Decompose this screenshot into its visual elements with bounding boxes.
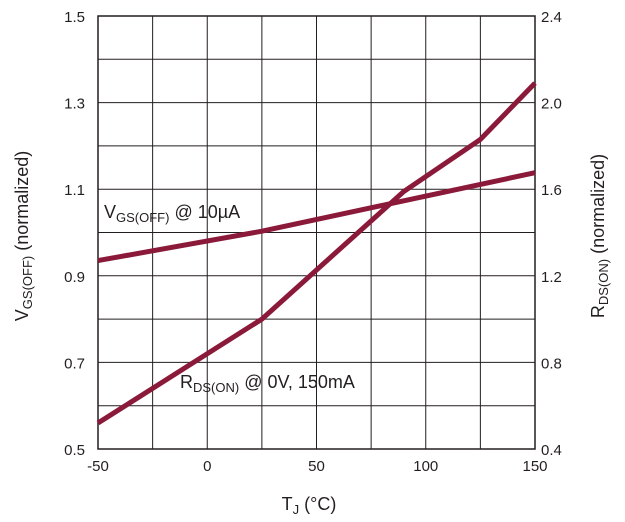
ticks: -50 0 50 100 150 0.5 0.7 0.9 1.1 1.3 1.5 0.4 0.8 1.2 1…: [64, 9, 562, 475]
y-right-tick-label: 0.8: [541, 355, 562, 372]
plot-frame: [97, 15, 536, 450]
y-right-tick-label: 0.4: [541, 442, 562, 459]
series-label-rds: RDS(ON) @ 0V, 150mA: [180, 372, 355, 395]
series-line-vgs-off: [97, 170, 536, 264]
y-right-tick-label: 2.0: [541, 96, 562, 113]
y-left-tick-label: 1.5: [64, 9, 85, 26]
series-label-vgs: VGS(OFF) @ 10µA: [104, 202, 240, 225]
y-left-tick-label: 0.9: [64, 269, 85, 286]
y-left-tick-label: 1.3: [64, 96, 85, 113]
x-tick-label: 0: [203, 458, 211, 475]
y-left-tick-label: 1.1: [64, 182, 85, 199]
x-tick-label: 100: [413, 458, 438, 475]
x-tick-label: 50: [308, 458, 325, 475]
series-line-rds-on: [96, 81, 537, 426]
x-axis-label: TJ (°C): [282, 494, 337, 517]
y-right-tick-label: 1.2: [541, 269, 562, 286]
x-tick-label: -50: [87, 458, 109, 475]
y-right-tick-label: 1.6: [541, 182, 562, 199]
y-axis-label-left: VGS(OFF) (normalized): [12, 151, 35, 321]
grid: [98, 16, 535, 449]
y-left-tick-label: 0.5: [64, 442, 85, 459]
y-axis-label-right: RDS(ON) (normalized): [588, 154, 611, 318]
y-left-tick-label: 0.7: [64, 355, 85, 372]
y-right-tick-label: 2.4: [541, 9, 562, 26]
x-tick-label: 150: [522, 458, 547, 475]
series-lines: [96, 81, 537, 426]
